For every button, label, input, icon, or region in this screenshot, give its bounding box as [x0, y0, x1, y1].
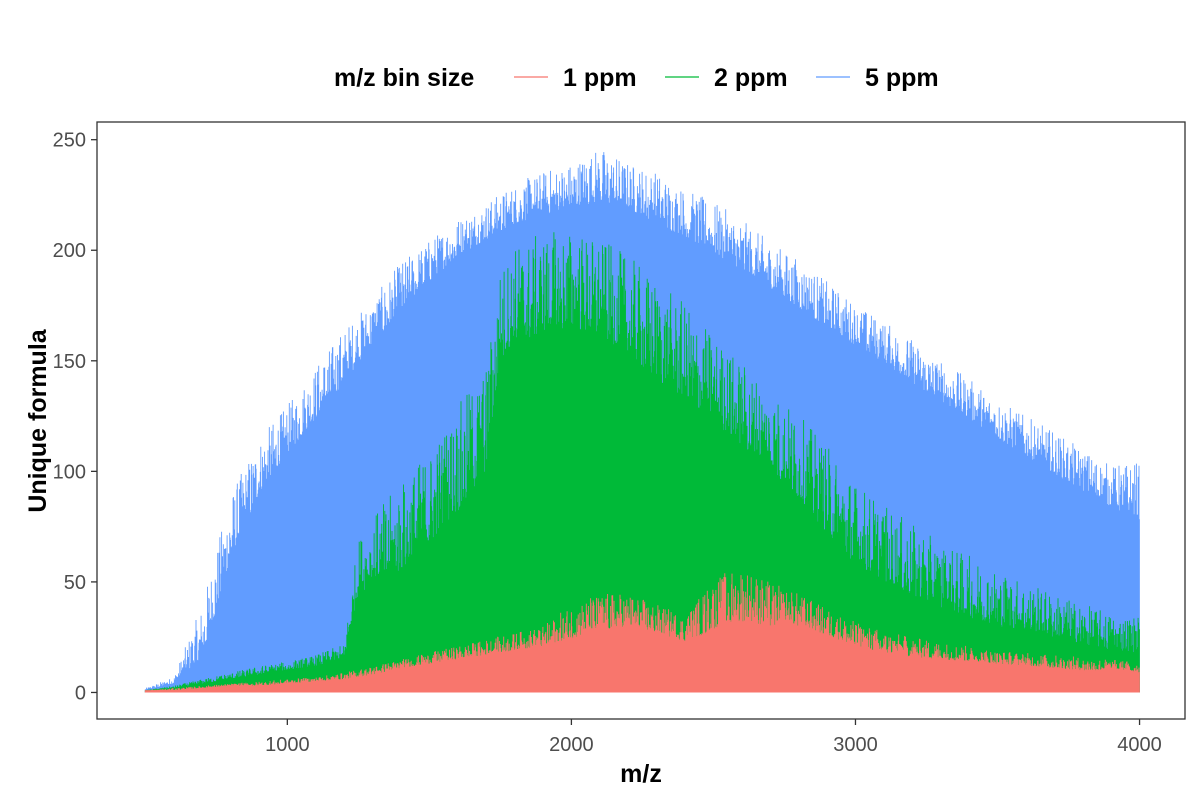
legend-label: 5 ppm [865, 64, 939, 92]
legend-label: 1 ppm [563, 64, 637, 92]
x-tick-label: 1000 [265, 734, 310, 756]
x-axis-title: m/z [620, 760, 662, 788]
plot-panel-border [96, 121, 1186, 720]
x-tick-label: 3000 [833, 734, 878, 756]
y-tick-label: 50 [64, 572, 86, 594]
legend: m/z bin size 1 ppm 2 ppm 5 ppm [334, 64, 939, 92]
y-axis: 0 50 100 150 200 250 [53, 130, 97, 704]
y-axis-title: Unique formula [24, 328, 52, 512]
y-tick-label: 150 [53, 351, 86, 373]
y-tick-label: 200 [53, 240, 86, 262]
y-tick-label: 250 [53, 130, 86, 152]
x-tick-label: 2000 [549, 734, 594, 756]
legend-title: m/z bin size [334, 64, 474, 92]
y-tick-label: 100 [53, 461, 86, 483]
legend-label: 2 ppm [714, 64, 788, 92]
series-spikes-1-ppm [144, 573, 1140, 693]
series-layer [144, 152, 1140, 693]
x-axis: 1000 2000 3000 4000 [265, 719, 1162, 756]
y-tick-label: 0 [75, 682, 86, 704]
x-tick-label: 4000 [1117, 734, 1162, 756]
